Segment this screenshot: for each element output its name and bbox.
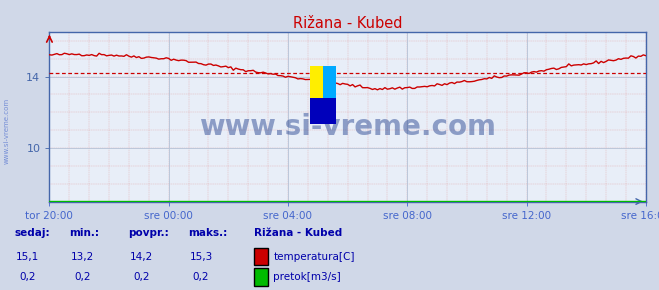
Text: www.si-vreme.com: www.si-vreme.com (199, 113, 496, 141)
Text: sedaj:: sedaj: (14, 229, 50, 238)
Bar (310, 66, 323, 100)
Bar (323, 66, 336, 100)
Text: temperatura[C]: temperatura[C] (273, 252, 355, 262)
Text: 15,3: 15,3 (189, 252, 213, 262)
Text: Rižana - Kubed: Rižana - Kubed (254, 229, 342, 238)
Text: 0,2: 0,2 (19, 272, 36, 282)
Text: www.si-vreme.com: www.si-vreme.com (3, 97, 10, 164)
Text: pretok[m3/s]: pretok[m3/s] (273, 272, 341, 282)
Text: 0,2: 0,2 (192, 272, 210, 282)
Text: maks.:: maks.: (188, 229, 227, 238)
Text: 0,2: 0,2 (74, 272, 91, 282)
Bar (310, 98, 336, 124)
Text: 14,2: 14,2 (130, 252, 154, 262)
Text: 0,2: 0,2 (133, 272, 150, 282)
Text: min.:: min.: (69, 229, 100, 238)
Text: povpr.:: povpr.: (129, 229, 169, 238)
Title: Rižana - Kubed: Rižana - Kubed (293, 16, 403, 31)
Text: 15,1: 15,1 (16, 252, 40, 262)
Text: 13,2: 13,2 (71, 252, 94, 262)
